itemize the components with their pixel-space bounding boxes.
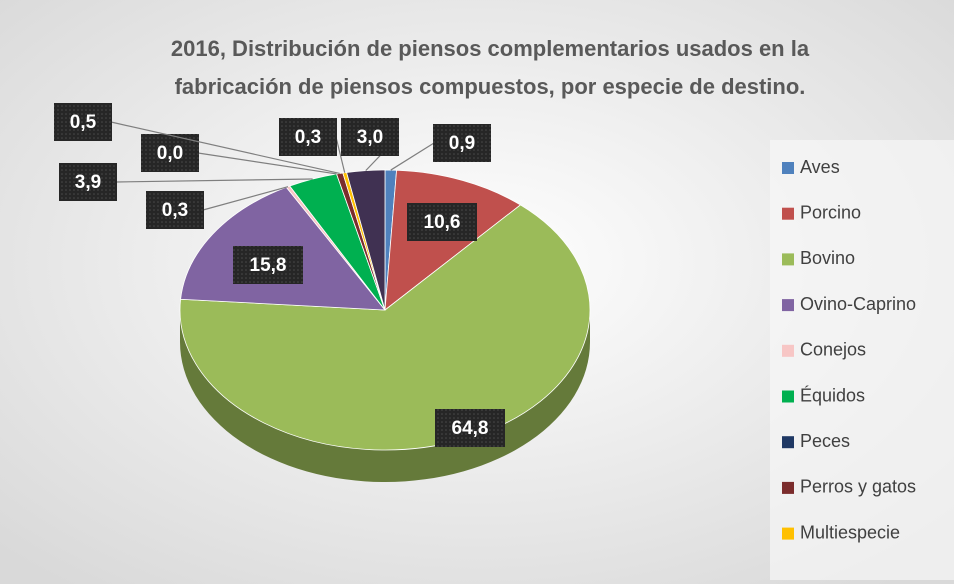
leader-line — [115, 178, 313, 183]
legend-label: Perros y gatos — [800, 477, 916, 497]
legend-label: Ovino-Caprino — [800, 294, 916, 314]
label-box — [54, 103, 112, 141]
data-label: 0,3 — [295, 127, 321, 148]
leader-line — [197, 152, 337, 175]
label-box — [341, 118, 399, 156]
chart-title: fabricación de piensos compuestos, por e… — [175, 74, 806, 99]
legend-swatch — [782, 481, 794, 494]
chart-title: 2016, Distribución de piensos complement… — [171, 36, 810, 61]
label-box — [59, 163, 117, 201]
legend-swatch — [782, 436, 794, 449]
legend-label: Conejos — [800, 340, 866, 360]
leader-line — [390, 142, 435, 171]
label-box — [407, 203, 477, 241]
legend-swatch — [782, 253, 794, 266]
legend-label: Équidos — [800, 385, 865, 405]
legend-swatch — [782, 207, 794, 220]
leader-line — [202, 186, 289, 211]
label-box — [435, 409, 505, 447]
legend-label: Multiespecie — [800, 522, 900, 542]
data-label: 0,0 — [157, 143, 183, 164]
label-box — [433, 124, 491, 162]
legend-label: Aves — [800, 157, 840, 177]
legend-label: Peces — [800, 431, 850, 451]
data-label: 10,6 — [424, 212, 461, 233]
label-box — [279, 118, 337, 156]
label-box — [141, 134, 199, 172]
legend-swatch — [782, 344, 794, 357]
data-label: 0,9 — [449, 133, 475, 154]
data-label: 0,3 — [162, 200, 188, 221]
legend-panel — [770, 140, 954, 580]
leader-line — [110, 121, 340, 175]
data-label: 3,9 — [75, 172, 101, 193]
data-label: 0,5 — [70, 112, 97, 133]
data-label: 64,8 — [452, 418, 489, 439]
legend-swatch — [782, 162, 794, 174]
legend-swatch — [782, 299, 794, 312]
legend-swatch — [782, 527, 794, 540]
data-label: 3,0 — [357, 127, 383, 148]
label-box — [233, 246, 303, 284]
label-box — [146, 191, 204, 229]
leader-line — [335, 136, 346, 173]
legend-swatch — [782, 390, 794, 403]
data-label: 15,8 — [250, 255, 287, 276]
legend-label: Bovino — [800, 248, 855, 268]
legend-label: Porcino — [800, 202, 861, 222]
